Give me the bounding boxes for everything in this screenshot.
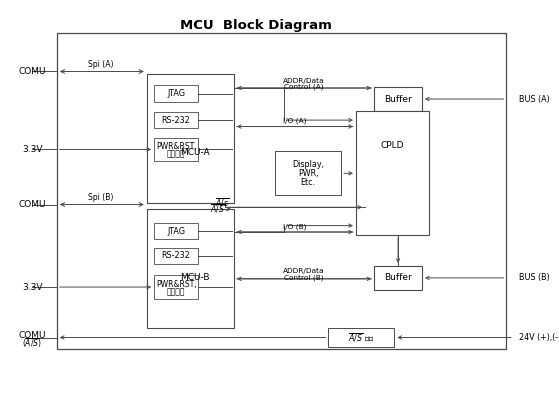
Text: 환경감시: 환경감시 [167,150,186,158]
Text: JTAG: JTAG [167,89,185,98]
Text: CPLD: CPLD [381,141,404,150]
Text: BUS (B): BUS (B) [519,273,550,283]
Bar [374,87,422,111]
Text: PWR&RST,: PWR&RST, [156,280,196,289]
Text: RS-232: RS-232 [162,252,191,260]
Text: $\overline{A/S}$ 검출: $\overline{A/S}$ 검출 [348,331,375,344]
Bar [147,209,234,328]
Text: $\overline{A/S}$: $\overline{A/S}$ [210,203,225,215]
Bar [154,275,198,299]
Text: 24V (+),(-): 24V (+),(-) [519,333,559,342]
Bar [275,151,341,195]
Text: MCU  Block Diagram: MCU Block Diagram [181,19,332,32]
Text: Etc.: Etc. [301,178,316,187]
Bar [57,33,506,349]
Text: RS-232: RS-232 [162,115,191,125]
Bar [147,74,234,203]
Text: Display,: Display, [292,160,324,169]
Text: BUS (A): BUS (A) [519,94,550,103]
Bar [154,223,198,239]
Text: 3.3V: 3.3V [22,283,42,292]
Text: PWR,: PWR, [298,169,319,178]
Text: MCU-B: MCU-B [180,273,210,283]
Text: JTAG: JTAG [167,226,185,236]
Bar [154,112,198,129]
Text: ADDR/Data: ADDR/Data [283,269,325,275]
Text: MCU-A: MCU-A [180,148,210,157]
Text: ADDR/Data: ADDR/Data [283,78,325,84]
Text: $\overline{A/s}$: $\overline{A/s}$ [215,197,229,209]
Bar [154,248,198,264]
Text: COMU: COMU [18,331,46,340]
Text: Spi (B): Spi (B) [88,193,113,202]
Text: ($\overline{A/S}$): ($\overline{A/S}$) [22,336,42,350]
Text: Spi (A): Spi (A) [88,60,113,69]
Bar [374,266,422,290]
Bar [328,328,395,347]
Text: I/O (A): I/O (A) [283,118,307,124]
Text: Control (B): Control (B) [285,275,324,281]
Text: I/O (B): I/O (B) [283,223,307,230]
Text: 환경감시: 환경감시 [167,287,186,296]
Bar [154,138,198,162]
Text: COMU: COMU [18,67,46,76]
Bar [356,111,429,235]
Text: Buffer: Buffer [384,273,412,283]
Text: PWR&RST,: PWR&RST, [156,142,196,151]
Text: COMU: COMU [18,200,46,209]
Text: Control (A): Control (A) [285,84,324,90]
Text: 3.3V: 3.3V [22,145,42,154]
Bar [154,85,198,102]
Text: Buffer: Buffer [384,94,412,103]
